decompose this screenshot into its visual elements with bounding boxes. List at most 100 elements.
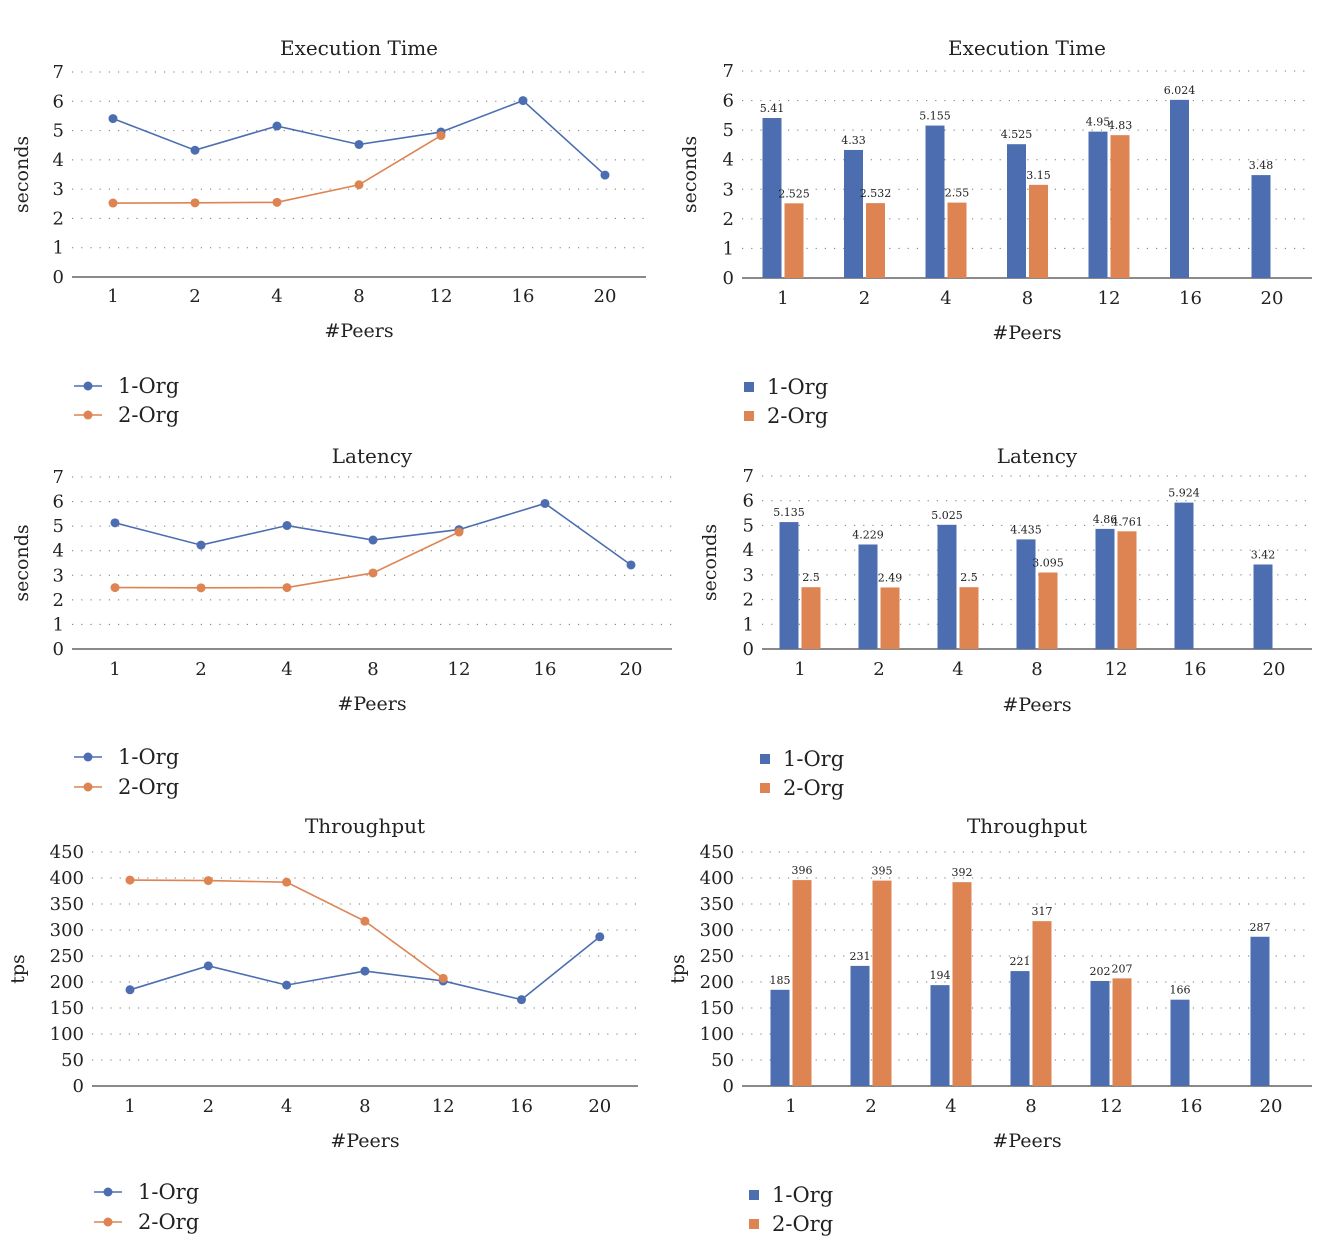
data-point [272,121,282,131]
legend-marker [83,381,93,391]
x-axis-label: #Peers [1002,694,1071,716]
bar [1095,528,1115,649]
x-tick-label: 20 [594,286,617,307]
data-point [196,540,206,550]
data-point [203,961,213,971]
series-line-1 [112,99,606,176]
y-tick-label: 0 [743,639,754,660]
bar [1032,921,1052,1086]
legend-swatch [760,754,770,764]
legend-label: 1-Org [138,1180,199,1204]
data-label: 5.155 [919,110,951,123]
x-tick-label: 1 [107,286,118,307]
x-tick-label: 20 [1260,1096,1283,1117]
series-line-2 [114,531,460,589]
x-tick-label: 8 [353,286,364,307]
x-tick-label: 20 [1263,659,1286,680]
bar [1170,99,1189,278]
y-tick-label: 450 [700,842,734,863]
data-label: 231 [850,950,871,963]
x-axis-label: #Peers [324,320,393,342]
data-label: 3.48 [1249,159,1274,172]
data-label: 4.83 [1108,119,1133,132]
legend-label: 2-Org [767,404,828,428]
bar [1117,531,1137,649]
data-label: 3.095 [1032,557,1064,570]
y-tick-label: 3 [743,565,754,586]
y-tick-label: 2 [723,209,734,230]
data-label: 395 [872,865,893,878]
data-label: 5.025 [931,509,963,522]
y-tick-label: 3 [53,565,64,586]
x-tick-label: 12 [1105,659,1128,680]
data-point [108,114,118,124]
bar [801,587,821,649]
y-tick-label: 6 [53,91,64,112]
x-tick-label: 8 [359,1096,370,1117]
data-point [595,932,605,942]
data-label: 202 [1090,965,1111,978]
data-point [368,535,378,545]
data-point [125,985,135,995]
y-tick-label: 300 [50,920,84,941]
bar [770,989,790,1086]
y-tick-label: 200 [50,972,84,993]
bar [1007,144,1026,278]
data-label: 221 [1010,955,1031,968]
data-point [196,583,206,593]
y-tick-label: 100 [700,1024,734,1045]
y-tick-label: 5 [53,516,64,537]
legend-swatch [744,382,754,392]
bar [1250,936,1270,1086]
y-tick-label: 4 [723,150,734,171]
bar [1016,539,1036,649]
data-point [454,527,464,537]
y-tick-label: 1 [743,614,754,635]
x-tick-label: 8 [1031,659,1042,680]
data-point [517,995,526,1005]
bar [1038,572,1058,649]
legend-label: 2-Org [783,776,844,800]
y-tick-label: 2 [743,590,754,611]
data-point [354,180,364,190]
bar [1110,135,1130,278]
y-tick-label: 6 [723,91,734,112]
data-point [600,170,610,180]
data-label: 2.5 [960,571,978,584]
x-tick-label: 20 [588,1096,611,1117]
data-point [282,583,292,593]
x-axis-label: #Peers [337,693,406,715]
bar [1253,564,1273,649]
legend-marker [83,752,93,762]
y-tick-label: 7 [743,466,754,487]
x-tick-label: 8 [367,659,378,680]
bar [1174,502,1194,649]
legend-swatch [744,411,754,421]
data-label: 287 [1250,921,1271,934]
legend-label: 2-Org [118,403,179,427]
bar [930,985,950,1086]
bar [844,149,863,278]
x-tick-label: 2 [189,286,200,307]
x-tick-label: 12 [1098,288,1121,309]
y-tick-label: 2 [53,590,64,611]
data-point [436,131,446,141]
x-tick-label: 2 [203,1096,214,1117]
bar [959,587,979,649]
y-tick-label: 2 [53,208,64,229]
bar [779,522,799,649]
x-tick-label: 16 [1180,1096,1203,1117]
x-axis-label: #Peers [992,322,1061,344]
legend-swatch [749,1190,759,1200]
chart-title: Latency [997,444,1078,468]
x-tick-label: 1 [109,659,120,680]
bar [792,880,812,1086]
x-tick-label: 2 [873,659,884,680]
y-tick-label: 200 [700,972,734,993]
data-label: 2.49 [878,571,903,584]
y-tick-label: 1 [53,238,64,259]
